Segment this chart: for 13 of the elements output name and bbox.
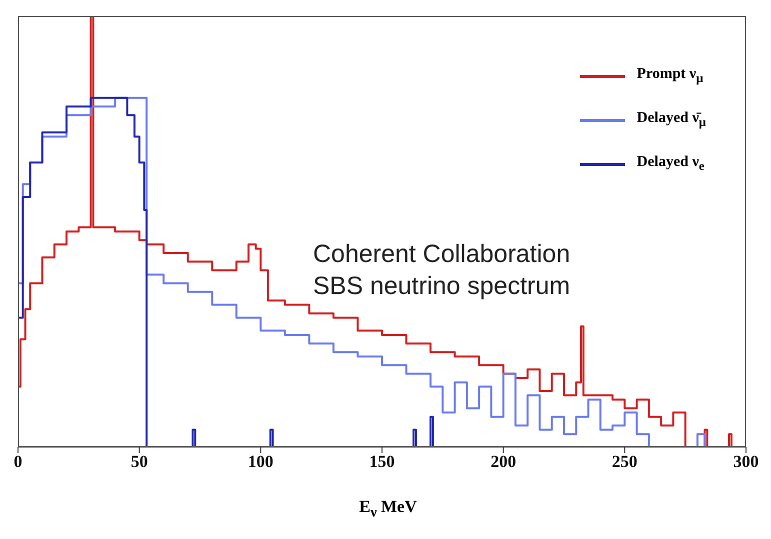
legend-label: Delayed ν$_{e}$	[636, 154, 704, 174]
x-tick-label: 100	[248, 452, 274, 472]
x-tick-label: 0	[14, 452, 22, 472]
x-axis-title: E$_{ν}$ MeV	[358, 496, 418, 521]
x-tick-label: 200	[490, 452, 516, 472]
x-tick-label: 250	[612, 452, 638, 472]
x-tick-label: 300	[733, 452, 759, 472]
annotation: SBS neutrino spectrum	[313, 271, 570, 302]
x-tick-label: 50	[130, 452, 148, 472]
legend-label: Delayed ν̄$_{μ}$	[636, 110, 706, 130]
annotation: Coherent Collaboration	[313, 239, 570, 270]
legend-label: Prompt ν$_{μ}$	[636, 66, 704, 86]
x-tick-label: 150	[369, 452, 395, 472]
